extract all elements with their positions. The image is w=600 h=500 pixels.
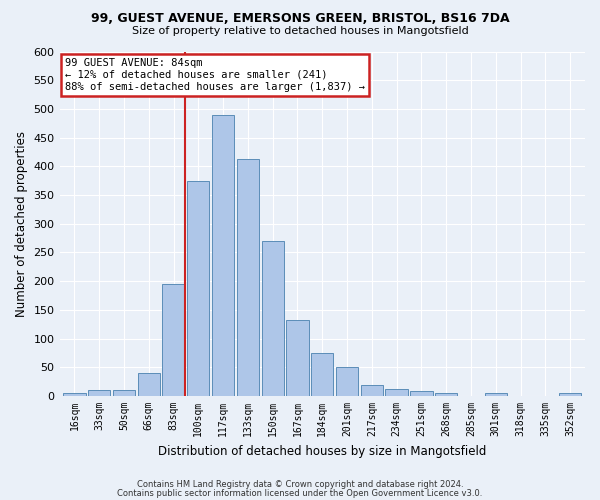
Text: Contains public sector information licensed under the Open Government Licence v3: Contains public sector information licen…: [118, 488, 482, 498]
Bar: [435, 392, 457, 396]
Bar: [361, 384, 383, 396]
Text: Contains HM Land Registry data © Crown copyright and database right 2024.: Contains HM Land Registry data © Crown c…: [137, 480, 463, 489]
Bar: [262, 241, 284, 396]
Bar: [410, 392, 433, 396]
Bar: [336, 368, 358, 396]
Bar: [237, 160, 259, 396]
Text: Size of property relative to detached houses in Mangotsfield: Size of property relative to detached ho…: [131, 26, 469, 36]
Bar: [385, 389, 408, 396]
Text: 99, GUEST AVENUE, EMERSONS GREEN, BRISTOL, BS16 7DA: 99, GUEST AVENUE, EMERSONS GREEN, BRISTO…: [91, 12, 509, 26]
Text: 99 GUEST AVENUE: 84sqm
← 12% of detached houses are smaller (241)
88% of semi-de: 99 GUEST AVENUE: 84sqm ← 12% of detached…: [65, 58, 365, 92]
Bar: [63, 393, 86, 396]
Bar: [137, 373, 160, 396]
Bar: [485, 392, 507, 396]
Y-axis label: Number of detached properties: Number of detached properties: [15, 131, 28, 317]
Bar: [559, 393, 581, 396]
X-axis label: Distribution of detached houses by size in Mangotsfield: Distribution of detached houses by size …: [158, 444, 487, 458]
Bar: [113, 390, 135, 396]
Bar: [88, 390, 110, 396]
Bar: [212, 114, 234, 396]
Bar: [311, 353, 334, 396]
Bar: [286, 320, 308, 396]
Bar: [187, 180, 209, 396]
Bar: [163, 284, 185, 396]
